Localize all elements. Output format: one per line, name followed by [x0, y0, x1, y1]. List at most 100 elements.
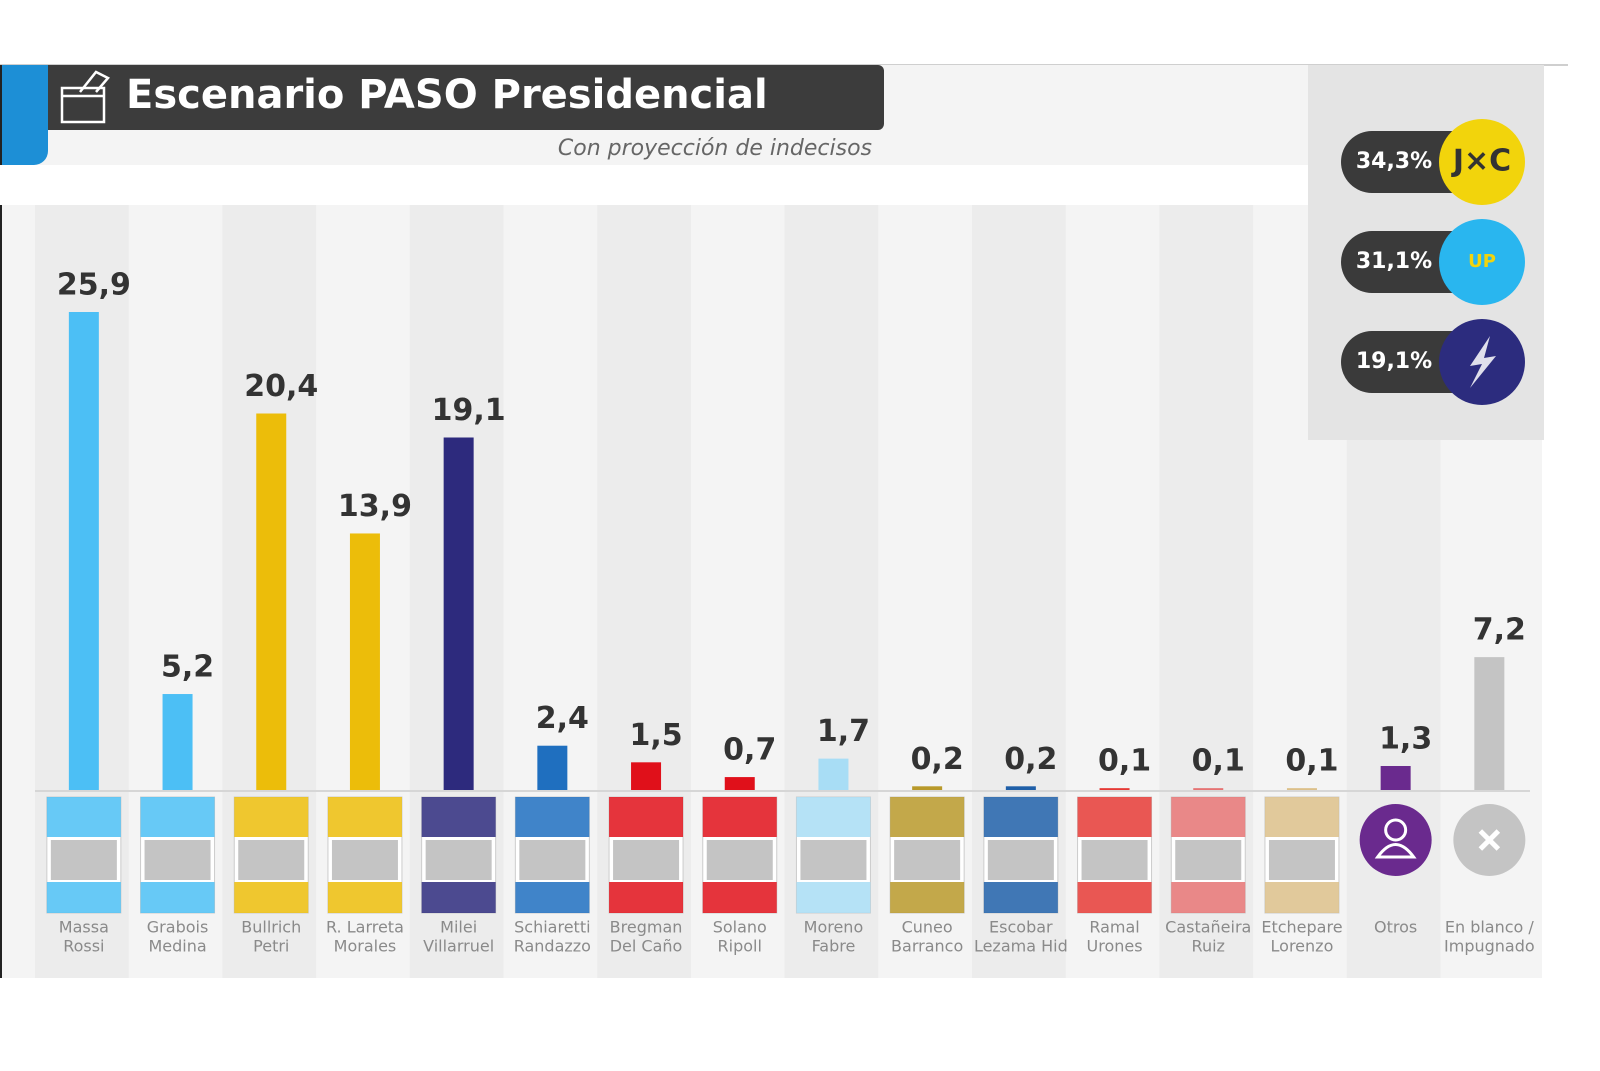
bar [349, 533, 380, 790]
ballot-photo [331, 840, 398, 880]
value-label: 20,4 [244, 369, 318, 404]
ballot-band [983, 797, 1058, 837]
icon-x [1478, 829, 1501, 851]
category-label: Ruiz [1192, 937, 1225, 956]
value-label: 1,7 [817, 714, 870, 749]
category-label: R. Larreta [326, 918, 404, 937]
category-label: Petri [253, 937, 289, 956]
ballot-band [421, 797, 496, 837]
ballot-band [46, 797, 121, 837]
category-label: Villarruel [423, 937, 494, 956]
category-label: Solano [713, 918, 767, 937]
icon-person [1384, 818, 1408, 842]
title: Escenario PASO Presidencial [126, 72, 768, 118]
value-label: 1,5 [629, 718, 682, 753]
bar [443, 437, 474, 790]
ballot-photo [987, 840, 1054, 880]
ballot-band [234, 882, 309, 913]
value-label: 0,7 [723, 733, 776, 768]
category-label: Barranco [891, 937, 963, 956]
ballot-band [890, 882, 965, 913]
ballot-band [515, 797, 590, 837]
ballot-band [46, 882, 121, 913]
ballot-photo [613, 840, 680, 880]
subtitle: Con proyección de indecisos [558, 136, 872, 161]
ballot-band [1077, 882, 1152, 913]
tab [2, 65, 34, 165]
bar [1474, 657, 1505, 790]
category-label: Ramal [1089, 918, 1139, 937]
bar [256, 413, 287, 790]
left-rule [0, 65, 2, 978]
category-label: Medina [148, 937, 206, 956]
bar [724, 777, 755, 790]
ballot-band [702, 882, 777, 913]
category-label: Lorenzo [1271, 937, 1334, 956]
party-logo-text: UP [1468, 251, 1496, 272]
ballot-band [1171, 797, 1246, 837]
ballot-photo [425, 840, 492, 880]
value-label: 13,9 [338, 489, 412, 524]
party-logo [1439, 219, 1525, 305]
category-label: Ripoll [718, 937, 762, 956]
ballot-band [609, 797, 684, 837]
category-label: Cuneo [902, 918, 953, 937]
ballot-band [796, 882, 871, 913]
party-logo [1439, 119, 1525, 205]
ballot-photo [519, 840, 586, 880]
ballot-band [140, 882, 215, 913]
bar [631, 762, 662, 790]
ballot-photo [50, 840, 117, 880]
value-label: 1,3 [1379, 722, 1432, 757]
ballot-photo [800, 840, 867, 880]
category-label: Fabre [812, 937, 856, 956]
total-label: 34,3% [1356, 149, 1432, 174]
value-label: 0,1 [1098, 744, 1151, 779]
value-label: 0,2 [1004, 742, 1057, 777]
ballot-band [1171, 882, 1246, 913]
ballot-band [234, 797, 309, 837]
category-label: Schiaretti [514, 918, 590, 937]
icon-person [1374, 843, 1417, 859]
bar [537, 745, 568, 790]
title-bar [48, 65, 884, 130]
category-label: Escobar [989, 918, 1053, 937]
ballot-band [983, 882, 1058, 913]
ballot-photo [706, 840, 773, 880]
total-label: 19,1% [1356, 349, 1432, 374]
category-label: Morales [334, 937, 397, 956]
ballot-band [796, 797, 871, 837]
totals: 34,3% J×C 31,1% UP 19,1% [1341, 119, 1525, 405]
bar [1286, 788, 1317, 790]
category-label: Urones [1087, 937, 1143, 956]
ballot-photo [238, 840, 305, 880]
ballot-band [1264, 797, 1339, 837]
value-label: 0,2 [911, 742, 964, 777]
category-label: Massa [59, 918, 109, 937]
category-label: Del Caño [610, 937, 683, 956]
bar [1099, 788, 1130, 790]
category-label: En blanco / [1445, 918, 1535, 937]
value-label: 19,1 [432, 393, 506, 428]
header-bg [0, 165, 1308, 205]
bar [818, 758, 849, 790]
bar [912, 786, 943, 790]
ballot-photo [1268, 840, 1335, 880]
category-label: Randazzo [514, 937, 591, 956]
value-label: 2,4 [536, 701, 589, 736]
ballot-band [609, 882, 684, 913]
ballot-photo [894, 840, 961, 880]
ballot-band [421, 882, 496, 913]
bar [1193, 788, 1224, 790]
ballot-photo [144, 840, 211, 880]
category-label: Bregman [610, 918, 683, 937]
party-logo-text: J×C [1451, 144, 1511, 179]
ballot-band [140, 797, 215, 837]
category-label: Otros [1374, 918, 1417, 937]
bar [68, 312, 99, 790]
ballot-icon [60, 70, 110, 124]
category-label: Lezama Hid [974, 937, 1068, 956]
ballot-band [890, 797, 965, 837]
